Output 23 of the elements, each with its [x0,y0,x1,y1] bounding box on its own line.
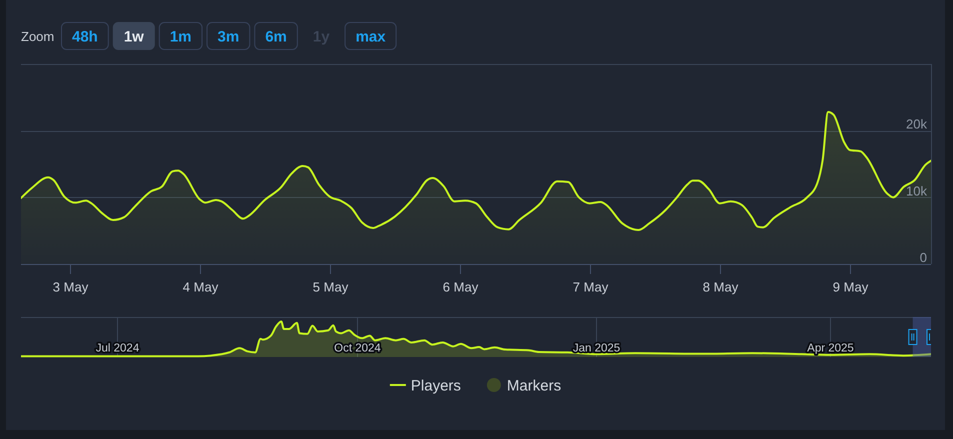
zoom-button: max [344,22,397,50]
x-tick-label: Jul 2024 [96,342,140,354]
text: Zoom [21,29,54,44]
x-tick-label: 3 May [52,280,89,294]
legend-label: Markers [506,378,562,394]
zoom-button: 48h [61,22,109,50]
legend-label: Players [410,378,461,394]
y-tick-label: 20k [906,116,928,132]
x-tick-label: 7 May [572,280,609,294]
x-tick-label: Oct 2024 [334,342,382,354]
x-tick-label: Jan 2025 [572,342,620,354]
x-tick-label: 5 May [312,280,349,294]
zoom-button: 3m [206,22,250,50]
zoom-button: 1w [112,22,155,50]
y-tick-label: 10k [906,183,928,198]
zoom-button: 6m [254,22,298,50]
x-tick-label: 6 May [442,280,479,294]
x-tick-label: 9 May [832,280,869,294]
zoom-button: 1m [158,22,203,50]
x-tick-label: 8 May [702,280,739,294]
x-tick-label: 4 May [182,280,219,294]
y-tick-label: 0 [920,250,927,265]
x-tick-label: Apr 2025 [807,342,854,354]
